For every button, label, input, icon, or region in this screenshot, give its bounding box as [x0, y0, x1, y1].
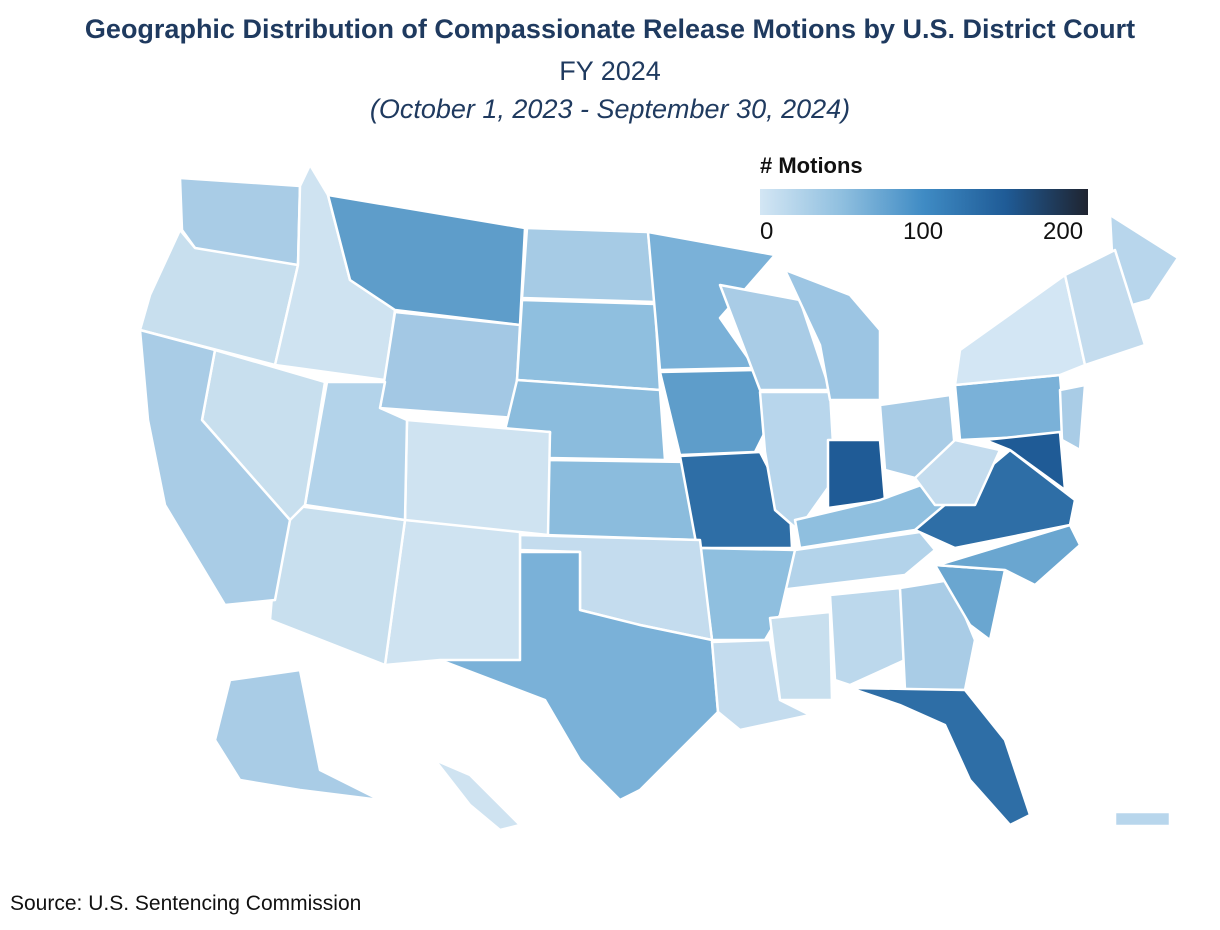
region-ny [953, 273, 1087, 387]
map-title: Geographic Distribution of Compassionate… [84, 14, 1136, 44]
legend-title: # Motions [760, 153, 863, 178]
legend-tick-0: 0 [760, 218, 774, 245]
region-mi [783, 268, 882, 402]
region-wy [378, 310, 522, 420]
legend-tick-200: 200 [1043, 218, 1084, 245]
map-date-range: (October 1, 2023 - September 30, 2024) [369, 94, 851, 124]
region-ne-st [1063, 248, 1147, 367]
legend-tick-100: 100 [903, 218, 944, 245]
region-in [826, 438, 887, 510]
region-md [983, 430, 1067, 492]
region-ca [138, 328, 292, 607]
region-nm [383, 518, 522, 667]
region-ms [768, 610, 834, 702]
region-sd [515, 298, 662, 392]
region-nj [1058, 383, 1087, 452]
region-fl [848, 686, 1032, 827]
source-note: Source: U.S. Sentencing Commission [10, 892, 362, 915]
region-wv [913, 438, 1002, 507]
region-mo [678, 450, 794, 550]
region-ak [213, 668, 382, 802]
region-mn [646, 230, 777, 372]
map-subtitle: FY 2024 [559, 56, 661, 86]
region-hi [433, 758, 522, 832]
region-ga [898, 578, 977, 692]
region-pr [1113, 810, 1172, 828]
region-co [403, 418, 552, 537]
region-az [268, 503, 407, 667]
legend-color-bar [760, 189, 1088, 215]
region-ks [543, 458, 699, 542]
region-pa [953, 373, 1067, 442]
region-la [710, 638, 812, 732]
region-nd [520, 226, 657, 304]
region-al [828, 586, 907, 687]
